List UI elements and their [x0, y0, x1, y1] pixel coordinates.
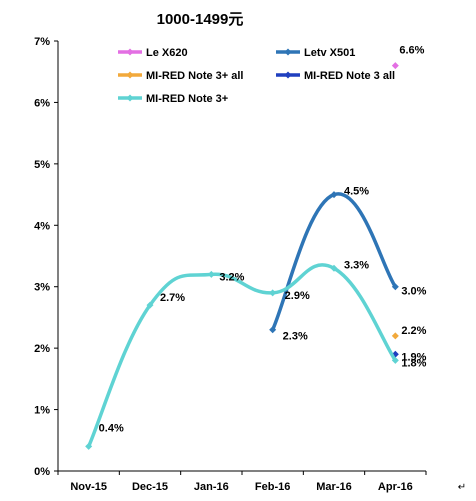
y-tick-label: 4%	[34, 220, 50, 232]
y-tick-label: 0%	[34, 466, 50, 478]
x-tick-label: Nov-15	[70, 481, 107, 493]
data-point	[391, 283, 399, 291]
data-point	[146, 301, 154, 309]
data-label: 6.6%	[399, 45, 424, 57]
data-point	[330, 191, 338, 199]
legend: Le X620 Letv X501 MI-RED Note 3+ all MI-RED…	[118, 47, 395, 105]
legend-entry: MI-RED Note 3+	[118, 93, 228, 105]
legend-label: MI-RED Note 3+ all	[146, 70, 244, 82]
data-label: 1.8%	[401, 357, 426, 369]
data-label: 2.9%	[285, 290, 310, 302]
legend-entry: Letv X501	[276, 47, 355, 59]
data-label: 4.5%	[344, 186, 369, 198]
axes: 0% 1% 2% 3% 4% 5% 6% 7% Nov-15 Dec-15 Jan-16 Feb-16…	[34, 36, 427, 493]
series-le-x620	[391, 62, 399, 70]
legend-entry: Le X620	[118, 47, 188, 59]
legend-label: MI-RED Note 3 all	[304, 70, 395, 82]
x-tick-label: Jan-16	[194, 481, 229, 493]
legend-swatch-marker	[284, 48, 292, 56]
y-tick-label: 7%	[34, 36, 50, 48]
data-label: 3.0%	[401, 286, 426, 298]
x-tick-label: Mar-16	[316, 481, 351, 493]
legend-swatch-marker	[126, 71, 134, 79]
data-labels: 6.6% 2.3% 4.5% 3.0% 2.2% 1.9% 0.4% 2.7% 3.2% 2.9%…	[99, 45, 427, 435]
series-mi-red-note-3-all	[391, 332, 399, 340]
data-point	[269, 289, 277, 297]
legend-entry: MI-RED Note 3+ all	[118, 70, 244, 82]
data-label: 3.3%	[344, 259, 369, 271]
legend-label: Letv X501	[304, 47, 355, 59]
series-line	[86, 263, 398, 449]
data-label: 2.7%	[160, 292, 185, 304]
y-tick-label: 6%	[34, 97, 50, 109]
data-label: 2.2%	[401, 325, 426, 337]
data-label: 2.3%	[283, 331, 308, 343]
legend-label: MI-RED Note 3+	[146, 93, 228, 105]
return-mark: ↵	[458, 482, 466, 493]
x-tick-label: Apr-16	[378, 481, 413, 493]
data-point	[391, 62, 399, 70]
chart-title: 1000-1499元	[157, 11, 244, 28]
y-tick-label: 1%	[34, 405, 50, 417]
series-mi-red-note-3-	[85, 263, 399, 450]
data-point	[391, 332, 399, 340]
y-tick-label: 5%	[34, 159, 50, 171]
legend-swatch-marker	[284, 71, 292, 79]
data-label: 3.2%	[219, 271, 244, 283]
data-point	[330, 264, 338, 272]
legend-label: Le X620	[146, 47, 188, 59]
x-tick-label: Dec-15	[132, 481, 168, 493]
data-point	[207, 270, 215, 278]
data-point	[391, 356, 399, 364]
legend-swatch-marker	[126, 94, 134, 102]
y-tick-label: 2%	[34, 343, 50, 355]
x-tick-label: Feb-16	[255, 481, 290, 493]
legend-entry: MI-RED Note 3 all	[276, 70, 395, 82]
data-point	[269, 326, 277, 334]
data-point	[85, 442, 93, 450]
series-line	[270, 192, 398, 332]
data-label: 0.4%	[99, 422, 124, 434]
data-label: 1.9%	[401, 351, 426, 363]
series-layer	[85, 62, 399, 450]
series-letv-x501	[269, 191, 399, 334]
y-tick-label: 3%	[34, 282, 50, 294]
legend-swatch-marker	[126, 48, 134, 56]
